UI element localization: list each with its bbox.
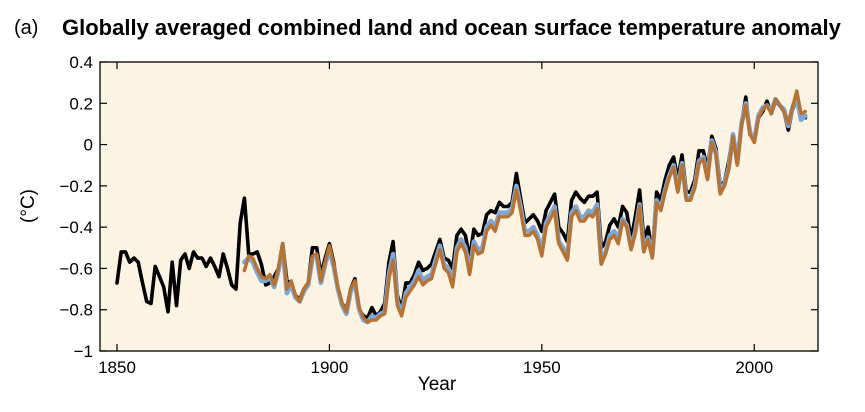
chart-title: Globally averaged combined land and ocea… [62, 15, 841, 40]
x-tick-label: 1950 [523, 358, 561, 377]
y-tick-label: 0.4 [69, 53, 93, 72]
plot-area [100, 62, 818, 351]
x-tick-label: 1850 [98, 358, 136, 377]
x-tick-label: 2000 [735, 358, 773, 377]
panel-label: (a) [14, 17, 39, 39]
ticks-layer: 0.4 0.2 0 −0.2 −0.4 −0.6 −0.8 −1 1850 1900 1950 200… [59, 53, 818, 377]
series-line-3 [242, 89, 807, 324]
y-tick-label: 0 [84, 136, 93, 155]
x-tick-label: 1900 [311, 358, 349, 377]
y-tick-label: 0.2 [69, 94, 93, 113]
plot-frame [99, 61, 819, 352]
x-axis-label: Year [418, 374, 457, 395]
y-tick-label: −0.4 [59, 218, 93, 237]
y-axis-label: (°C) [18, 189, 39, 223]
y-tick-label: −0.6 [59, 259, 93, 278]
y-tick-label: −0.8 [59, 301, 93, 320]
y-tick-label: −1 [74, 342, 93, 361]
y-tick-label: −0.2 [59, 177, 93, 196]
series-layer [115, 89, 808, 325]
